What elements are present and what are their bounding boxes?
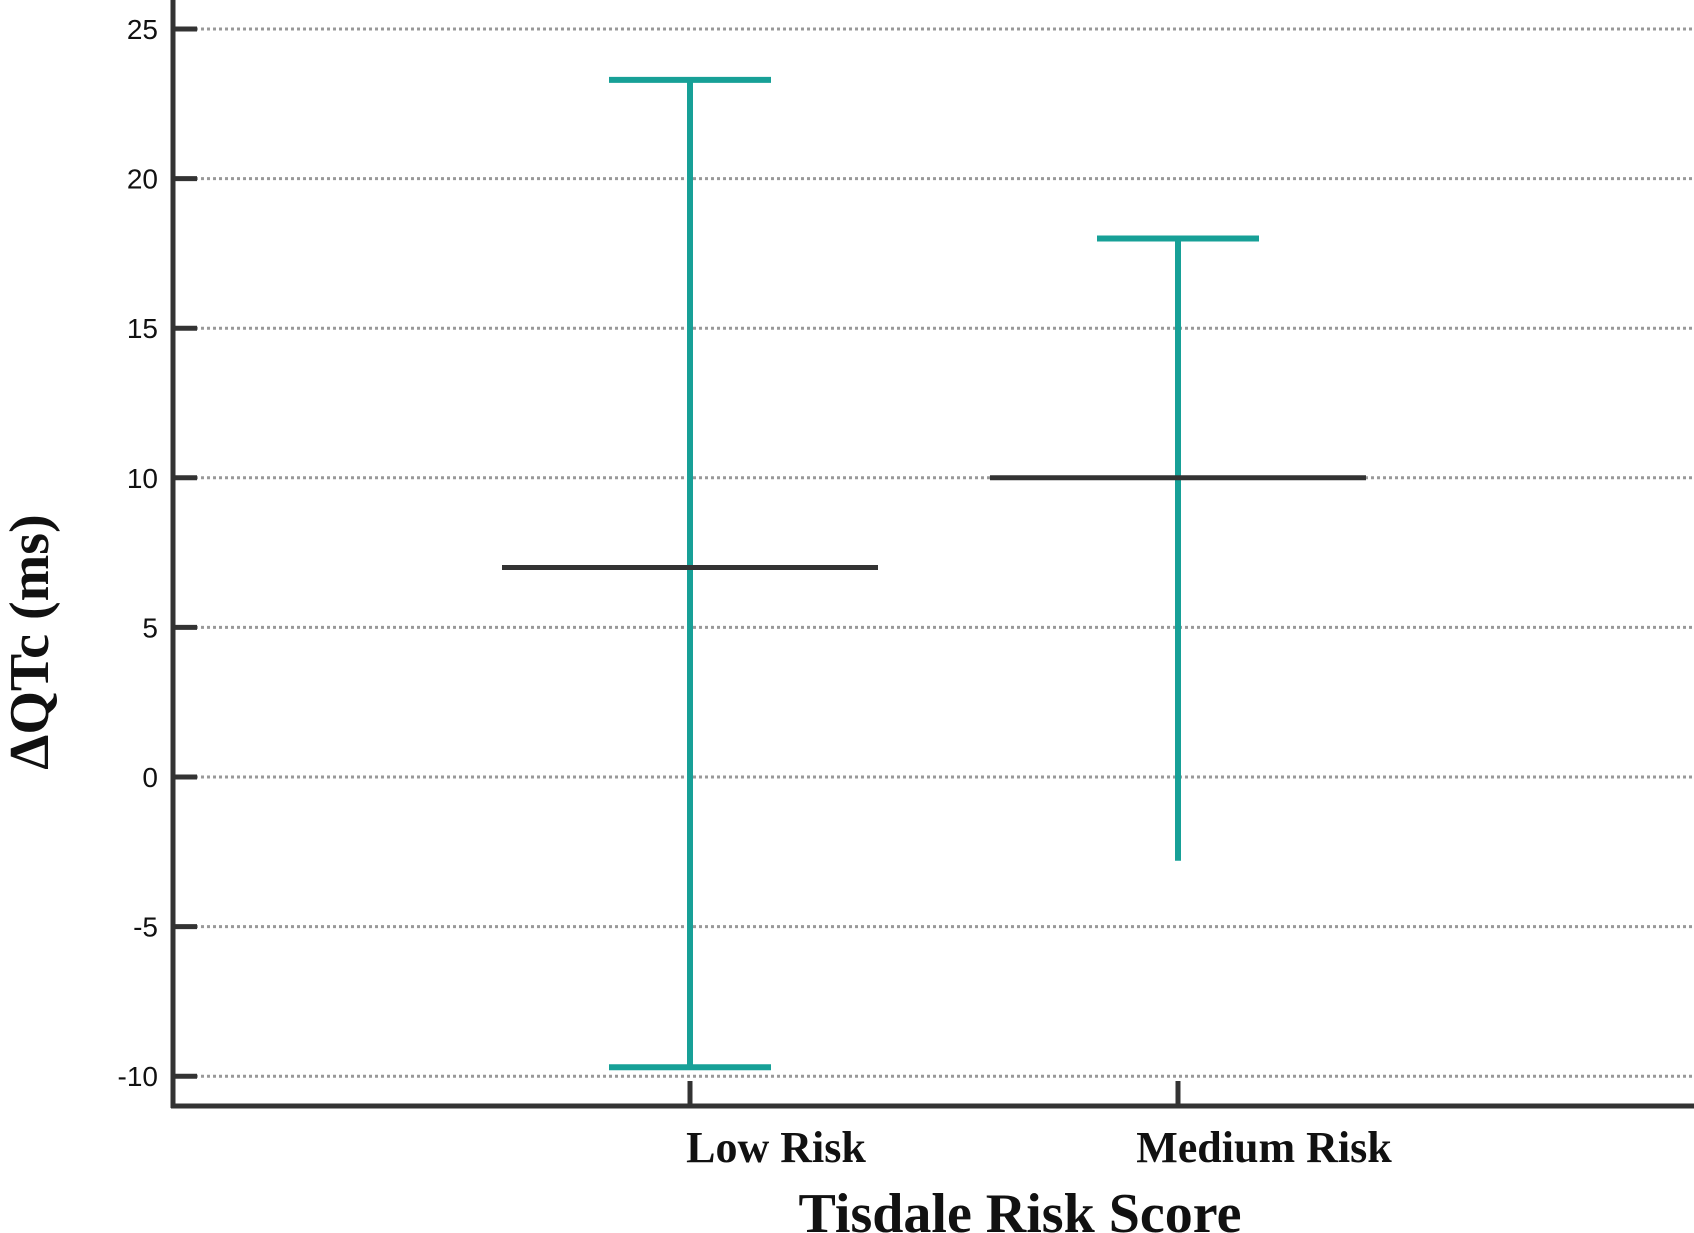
y-tick-label: 20: [127, 164, 158, 195]
x-tick-label: Medium Risk: [1136, 1123, 1392, 1172]
y-tick-label: 25: [127, 14, 158, 45]
error-bar: [502, 76, 878, 1071]
y-tick-label: -10: [118, 1061, 158, 1092]
y-tick-label: 15: [127, 313, 158, 344]
error-bar: [990, 235, 1366, 861]
grid-lines: [177, 27, 1694, 1078]
y-tick-labels: 25 20 15 10 5 0 -5 -10: [118, 14, 197, 1092]
axes: [170, 0, 1694, 1109]
x-axis-title: Tisdale Risk Score: [799, 1183, 1242, 1233]
y-axis-title: ΔQTc (ms): [0, 514, 61, 769]
error-bars: [502, 76, 1366, 1071]
x-tick-labels: Low Risk Medium Risk: [686, 1081, 1392, 1172]
y-tick-label: 10: [127, 463, 158, 494]
y-tick-label: -5: [133, 912, 158, 943]
y-tick-label: 5: [142, 612, 158, 643]
y-tick-label: 0: [142, 762, 158, 793]
x-tick-label: Low Risk: [686, 1123, 866, 1172]
